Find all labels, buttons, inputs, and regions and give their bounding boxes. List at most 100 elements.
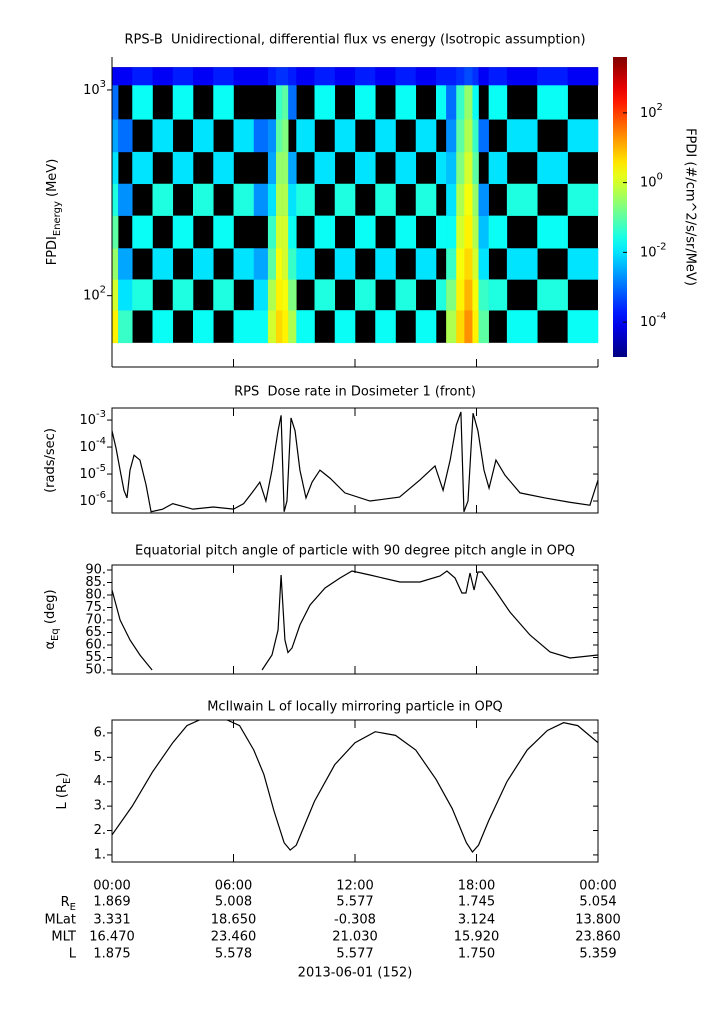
heatmap-cell [456,215,465,249]
heatmap-cell [446,151,457,185]
heatmap-cell [375,248,396,280]
heatmap-cell [436,84,447,120]
heatmap-cell [478,67,489,86]
panel-frame [111,719,599,863]
heatmap-cell [112,215,119,249]
y-axis-label-part: L (R [55,784,70,809]
heatmap-cell [282,67,289,86]
y-tick-label-part: 10 [79,440,96,455]
heatmap-cell [456,279,465,311]
heatmap-cell [464,279,473,311]
ephemeris-label: MLT [51,930,76,945]
heatmap-cell [355,67,376,86]
y-tick-label: 60. [85,638,106,653]
colorbar [613,57,627,357]
heatmap-cell [276,215,283,249]
heatmap-cell [537,67,568,86]
heatmap-cell [152,119,174,153]
heatmap-cell [506,248,538,280]
colorbar-tick-label: 10-2 [640,241,667,260]
heatmap-cell [193,310,214,344]
x-tick-label: 00:00 [93,879,130,894]
heatmap-cell [415,248,437,280]
heatmap-cell [567,248,599,280]
heatmap-cell [355,84,376,120]
heatmap-cell [567,67,599,86]
ephemeris-value: -0.308 [334,913,376,928]
heatmap-cell [132,67,153,86]
heatmap-cell [334,67,356,86]
heatmap-cell [472,151,479,185]
heatmap-cell [464,119,473,153]
heatmap-cell [395,67,417,86]
colorbar-tick-label: 102 [640,102,663,121]
heatmap-cell [436,279,447,311]
heatmap-cell [506,119,538,153]
heatmap-cell [456,310,465,344]
x-tick-label: 12:00 [336,879,373,894]
heatmap-cell [267,119,277,153]
ephemeris-value: 5.008 [215,895,252,910]
ephemeris-value: 1.745 [458,895,495,910]
heatmap-cell [193,183,214,216]
heatmap-cell [488,279,508,311]
heatmap-cell [395,279,417,311]
heatmap-cell [415,183,437,216]
heatmap-cell [213,84,234,120]
ephemeris-value: 13.800 [575,913,621,928]
y-tick-label: 103 [83,79,106,98]
heatmap-cell [395,215,417,249]
colorbar-tick-label-part: 10 [640,105,657,120]
heatmap-cell [267,248,277,280]
date-label: 2013-06-01 (152) [298,966,413,981]
heatmap-cell [446,279,457,311]
heatmap-cell [464,84,473,120]
heatmap-cell [288,279,297,311]
y-tick-label: 70. [85,613,106,628]
heatmap-cell [213,67,234,86]
heatmap-cell [456,84,465,120]
heatmap-cell [464,248,473,280]
heatmap-cell [282,84,289,120]
heatmap-cell [152,310,174,344]
colorbar-tick-label-part: -4 [657,311,667,322]
heatmap-cell [296,119,315,153]
heatmap-cell [488,215,508,249]
heatmap-cell [456,67,465,86]
ephemeris-label-part: E [70,902,76,913]
heatmap-cell [276,183,283,216]
heatmap-cell [132,215,153,249]
heatmap-cell [267,183,277,216]
heatmap-cell [118,248,133,280]
colorbar-tick-label: 10-4 [640,311,667,330]
heatmap-cell [478,183,489,216]
heatmap-cell [233,310,255,344]
heatmap-cell [296,183,315,216]
heatmap-cell [282,310,289,344]
data-line [112,411,598,513]
heatmap-cell [415,119,437,153]
y-tick-label: 90. [85,563,106,578]
heatmap-cell [472,183,479,216]
heatmap-cell [233,67,255,86]
ephemeris-value: 5.578 [215,947,252,962]
y-tick-label-part: 2 [100,285,106,296]
ephemeris-value: 3.331 [93,913,130,928]
ephemeris-label-part: R [61,895,70,910]
heatmap-cell [415,310,437,344]
heatmap-cell [112,119,119,153]
heatmap-cell [253,310,269,344]
heatmap-cell [213,215,234,249]
y-axis-label-part: Eq [50,628,61,641]
heatmap-cell [172,84,194,120]
heatmap-cell [233,119,255,153]
y-axis-label-part: Energy [52,201,63,236]
heatmap-cell [253,248,269,280]
heatmap-cell [288,215,297,249]
heatmap-cell [415,67,437,86]
ephemeris-value: 16.470 [89,930,135,945]
heatmap-cell [314,279,336,311]
heatmap-cell [478,279,489,311]
heatmap-cell [472,215,479,249]
panel-title: RPS-B Unidirectional, differential flux … [124,33,585,48]
